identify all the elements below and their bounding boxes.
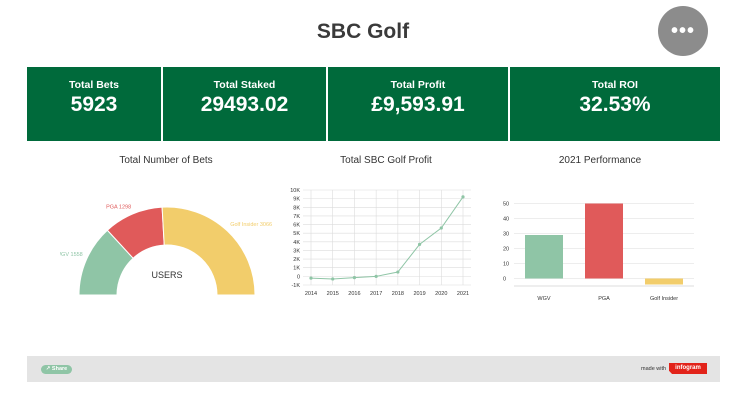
made-with-text: made with bbox=[641, 366, 667, 372]
profit-point bbox=[374, 274, 378, 278]
kpi-label: Total ROI bbox=[592, 79, 638, 91]
profit-point bbox=[439, 226, 443, 230]
kpi-value: 32.53% bbox=[579, 93, 651, 116]
kpi-total-bets: Total Bets 5923 bbox=[27, 67, 161, 141]
profit-point bbox=[417, 242, 422, 247]
share-label: Share bbox=[51, 366, 68, 372]
y-tick-label: 10K bbox=[290, 188, 300, 194]
y-tick-label: 9K bbox=[293, 197, 300, 203]
kpi-row: Total Bets 5923 Total Staked 29493.02 To… bbox=[27, 67, 720, 141]
kpi-value: 29493.02 bbox=[200, 93, 289, 116]
profit-point bbox=[309, 276, 313, 280]
y-tick-label: 3K bbox=[293, 248, 300, 254]
gauge-slice-2 bbox=[161, 206, 256, 296]
kpi-value: £9,593.91 bbox=[371, 93, 465, 116]
footer-bar: ↗ Share made with infogram bbox=[27, 356, 720, 382]
profit-line-chart: -1K 0 1K 2K 3K 4K 5K 6K 7K 8K 9K 10K 2014 2015 2016 201… bbox=[290, 188, 471, 297]
profit-point bbox=[396, 270, 400, 274]
page-title: SBC Golf bbox=[316, 20, 410, 43]
bets-gauge-chart: WGV 1558 PGA 1298 Golf Insider 3066 USERS bbox=[60, 204, 272, 296]
profit-point bbox=[352, 276, 357, 280]
y-tick-label: 7K bbox=[293, 214, 300, 220]
performance-chart-title: 2021 Performance bbox=[558, 155, 642, 166]
gauge-center-label: USERS bbox=[151, 270, 182, 280]
y-tick-label: 40 bbox=[503, 217, 509, 223]
x-tick-label: 2019 bbox=[413, 291, 425, 297]
gauge-slice-label: WGV 1558 bbox=[60, 252, 83, 258]
profit-chart-title: Total SBC Golf Profit bbox=[340, 155, 432, 166]
y-tick-label: 1K bbox=[293, 266, 300, 272]
profit-point bbox=[461, 195, 465, 199]
bar-golf-insider bbox=[645, 278, 683, 285]
y-tick-label: 8K bbox=[293, 205, 300, 211]
y-tick-label: 0 bbox=[503, 277, 506, 283]
y-tick-label: 10 bbox=[503, 262, 509, 268]
y-tick-label: 6K bbox=[293, 223, 300, 229]
profit-point bbox=[331, 277, 335, 281]
performance-bar-chart: 0 10 20 30 40 50 WGV PGA Golf Insider bbox=[503, 202, 694, 302]
kpi-total-profit: Total Profit £9,593.91 bbox=[328, 67, 508, 141]
y-tick-label: 30 bbox=[503, 232, 509, 238]
x-tick-label: WGV bbox=[537, 296, 550, 302]
gauge-slice-label: Golf Insider 3066 bbox=[230, 222, 272, 228]
more-options-button[interactable]: ••• bbox=[658, 6, 708, 56]
bar-pga bbox=[585, 203, 623, 279]
y-tick-label: 20 bbox=[503, 247, 509, 253]
y-tick-label: 5K bbox=[293, 231, 300, 237]
x-tick-label: 2015 bbox=[327, 291, 339, 297]
bets-chart-title: Total Number of Bets bbox=[119, 155, 213, 166]
x-tick-label: Golf Insider bbox=[650, 296, 678, 302]
x-tick-label: 2017 bbox=[370, 291, 382, 297]
kpi-label: Total Profit bbox=[390, 79, 446, 91]
kpi-total-staked: Total Staked 29493.02 bbox=[163, 67, 326, 141]
x-tick-label: PGA bbox=[598, 296, 610, 302]
y-tick-label: 0 bbox=[297, 274, 300, 280]
x-tick-label: 2021 bbox=[457, 291, 469, 297]
kpi-label: Total Bets bbox=[69, 79, 119, 91]
y-tick-label: 2K bbox=[293, 257, 300, 263]
y-tick-label: -1K bbox=[291, 283, 300, 289]
x-tick-label: 2014 bbox=[305, 291, 317, 297]
ellipsis-icon: ••• bbox=[670, 19, 695, 42]
profit-series-line bbox=[310, 196, 464, 280]
kpi-label: Total Staked bbox=[213, 79, 276, 91]
x-tick-label: 2016 bbox=[348, 291, 360, 297]
y-tick-label: 4K bbox=[293, 240, 300, 246]
share-button[interactable]: ↗ Share bbox=[41, 365, 72, 374]
share-icon: ↗ bbox=[45, 366, 51, 372]
infogram-logo[interactable]: infogram bbox=[669, 363, 707, 374]
kpi-value: 5923 bbox=[70, 93, 118, 116]
gauge-slice-label: PGA 1298 bbox=[106, 204, 131, 210]
bar-wgv bbox=[525, 235, 563, 279]
y-tick-label: 50 bbox=[503, 202, 509, 208]
kpi-total-roi: Total ROI 32.53% bbox=[510, 67, 720, 141]
x-tick-label: 2018 bbox=[392, 291, 404, 297]
x-tick-label: 2020 bbox=[435, 291, 447, 297]
